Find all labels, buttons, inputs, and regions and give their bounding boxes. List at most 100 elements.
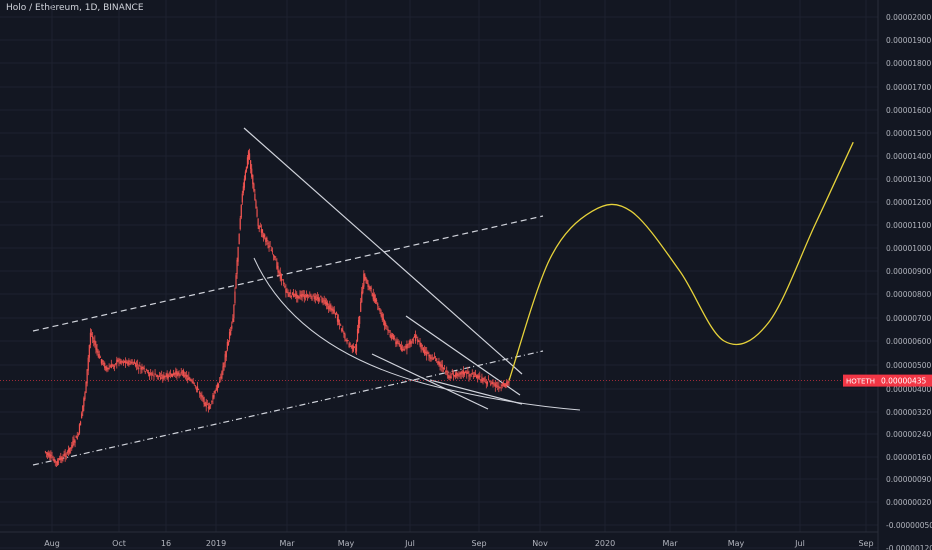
candle-body [492,382,494,385]
candle-body [336,316,339,322]
candle-body [211,401,213,403]
candle-body [368,286,370,288]
candle-body [429,354,431,359]
candle-body [88,345,90,358]
candle-body [60,456,62,460]
y-tick-label: 0.00000600 [886,337,932,346]
candle-body [231,325,233,329]
candle-body [84,392,86,399]
candle-body [239,218,241,230]
symbol-badge [843,374,878,387]
y-tick-label: 0.00000320 [886,408,932,417]
candle-body [57,461,60,463]
candle-body [55,461,57,463]
candle-body [503,383,506,387]
candle-body [255,200,257,209]
candle-body [92,335,94,339]
candle-body [54,460,56,463]
candle-body [128,359,130,362]
candle-body [235,275,237,289]
candle-body [208,406,211,410]
candle-body [379,308,381,312]
candle-body [301,294,303,298]
candle-body [207,406,209,409]
candle-body [81,413,83,419]
last-price-label: 0.00000435 [881,377,927,386]
candle-body [347,340,349,341]
candle-body [179,374,181,376]
candle-body [65,456,67,458]
candle-body [422,347,424,353]
candle-body [442,367,444,370]
candle-body [497,385,499,387]
candle-body [341,328,343,332]
candle-body [332,308,334,312]
candle-body [117,359,119,362]
x-tick-label: Oct [112,539,126,548]
x-tick-label: May [728,539,745,548]
candle-body [171,373,174,378]
candle-body [95,344,97,350]
x-tick-label: Mar [279,539,295,548]
candle-body [331,309,333,311]
candle-body [141,367,143,370]
candle-body [362,285,364,293]
candle-body [64,453,66,457]
candle-body [151,374,153,376]
candle-body [216,384,219,391]
candle-body [360,301,362,312]
candle-body [352,346,354,352]
candle-body [479,375,481,377]
candle-body [396,340,398,345]
candle-body [420,342,422,349]
candle-body [261,229,264,233]
candle-body [437,361,439,364]
candle-body [461,371,463,374]
candle-body [467,371,469,374]
candle-body [489,381,491,383]
candle-body [61,458,63,461]
candle-body [177,371,179,375]
candle-body [340,324,342,326]
resistance-line-2 [405,315,521,396]
candle-body [397,341,399,343]
candle-body [295,293,297,297]
candle-body [259,226,261,228]
candle-body [395,341,397,345]
x-tick-label: Nov [532,539,548,548]
candle-body [168,375,170,377]
candle-body [161,375,163,377]
candle-body [502,382,504,386]
candle-body [330,307,332,311]
candle-body [431,357,433,359]
candle-body [120,360,122,364]
candle-body [297,295,299,299]
candle-body [480,379,482,381]
candle-body [292,293,295,297]
candle-body [394,338,396,339]
candle-body [242,186,244,193]
chart-grid [0,0,878,549]
y-tick-label: 0.00001300 [886,175,932,184]
candle-body [441,364,443,368]
candle-body [104,363,106,369]
candle-body [439,362,441,367]
candle-body [170,373,173,377]
y-tick-label: 0.00000160 [886,453,932,462]
candle-body [122,362,125,364]
candle-body [70,447,72,449]
candle-body [56,460,59,465]
candle-body [491,381,493,384]
candle-body [254,193,256,201]
candle-body [448,376,450,378]
candle-body [75,435,77,438]
candle-body [354,348,357,350]
candle-body [129,363,131,365]
candle-body [450,376,452,379]
candle-body [392,335,395,339]
candle-body [173,372,175,376]
candle-body [163,374,165,378]
y-tick-label: 0.00001700 [886,83,932,92]
candle-body [103,363,105,365]
